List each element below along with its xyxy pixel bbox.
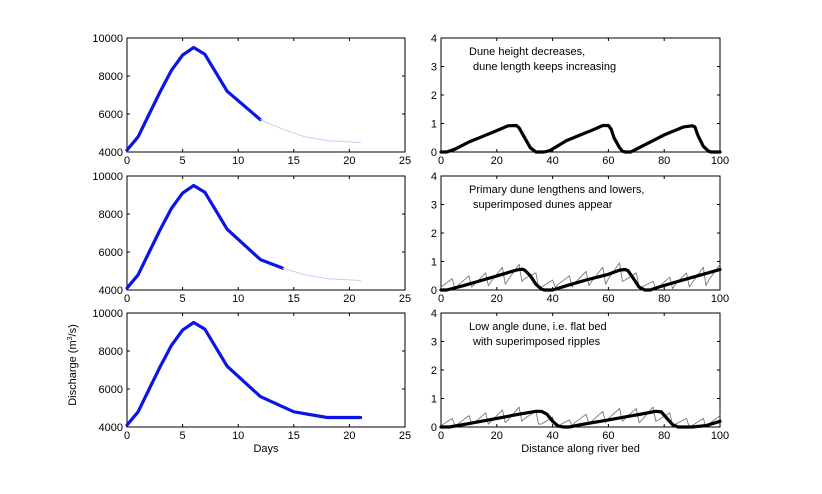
y-tick-label: 0: [431, 285, 437, 297]
x-axis-title: Distance along river bed: [521, 443, 640, 455]
series-line-bold: [125, 45, 262, 152]
y-tick-label: 3: [431, 200, 437, 212]
x-tick-label: 20: [491, 293, 503, 305]
x-tick-label: 100: [711, 155, 729, 167]
chart-right-top: 0 20 40 60 80 100 0 1 2 3 4 Dune height decreases, d…: [431, 33, 729, 167]
x-tick-label: 0: [438, 155, 444, 167]
chart-right-middle: 0 20 40 60 80 100 0 1 2 3 4 Primary dune lengthens …: [431, 171, 729, 305]
series-line-bold: [439, 267, 722, 292]
y-tick-label: 1: [431, 257, 437, 269]
y-tick-label: 6000: [99, 109, 123, 121]
x-tick-label: 25: [399, 293, 411, 305]
x-tick-label: 5: [180, 155, 186, 167]
y-tick-label: 6000: [99, 247, 123, 259]
x-tick-label: 15: [288, 155, 300, 167]
x-tick-label: 5: [180, 430, 186, 442]
x-tick-label: 10: [232, 293, 244, 305]
y-tick-label: 8000: [99, 346, 123, 358]
x-tick-label: 0: [124, 155, 130, 167]
series-line-faint: [259, 119, 361, 143]
annotation-line: Dune height decreases,: [469, 46, 585, 58]
series-line-faint: [282, 267, 361, 281]
x-tick-label: 0: [438, 430, 444, 442]
y-tick-label: 4000: [99, 422, 123, 434]
y-tick-label: 8000: [99, 71, 123, 83]
x-axis-title: Days: [253, 443, 279, 455]
left-y-axis-title: Discharge (m3/s): [67, 324, 79, 406]
y-tick-label: 10000: [92, 33, 123, 45]
annotation-line: superimposed dunes appear: [473, 199, 613, 211]
y-tick-label: 2: [431, 90, 437, 102]
y-tick-label: 6000: [99, 384, 123, 396]
y-tick-label: 0: [431, 147, 437, 159]
y-tick-label: 1: [431, 119, 437, 131]
series-line-bold: [439, 409, 722, 429]
x-tick-label: 0: [438, 293, 444, 305]
y-tick-label: 10000: [92, 308, 123, 320]
series-line-bold: [125, 183, 285, 290]
chart-left-top: 0 5 10 15 20 25 4000 6000 8000 10000: [92, 33, 411, 167]
x-tick-label: 80: [658, 430, 670, 442]
x-tick-label: 0: [124, 293, 130, 305]
annotation-line: Primary dune lengthens and lowers,: [469, 184, 644, 196]
x-tick-label: 20: [343, 430, 355, 442]
x-tick-label: 60: [602, 430, 614, 442]
chart-left-bottom: 0 5 10 15 20 25 4000 6000 8000 10000 Days: [92, 308, 411, 455]
y-tick-label: 4: [431, 33, 437, 45]
axes-box: [126, 37, 406, 153]
y-tick-label: 2: [431, 365, 437, 377]
x-tick-label: 60: [602, 155, 614, 167]
y-axis-title-superscript: 3: [67, 336, 74, 340]
x-tick-label: 0: [124, 430, 130, 442]
x-tick-label: 5: [180, 293, 186, 305]
x-tick-label: 25: [399, 155, 411, 167]
annotation-line: Low angle dune, i.e. flat bed: [469, 321, 607, 333]
y-tick-label: 4000: [99, 285, 123, 297]
x-tick-label: 25: [399, 430, 411, 442]
x-tick-label: 40: [546, 293, 558, 305]
y-tick-label: 4000: [99, 147, 123, 159]
series-line-thin: [440, 262, 721, 290]
series-line-bold: [439, 123, 722, 154]
chart-right-bottom: 0 20 40 60 80 100 0 1 2 3 4 Low angle dune, i.e. fl…: [431, 308, 729, 455]
x-tick-label: 15: [288, 430, 300, 442]
x-tick-label: 20: [343, 155, 355, 167]
x-tick-label: 40: [546, 155, 558, 167]
y-tick-label: 10000: [92, 171, 123, 183]
y-tick-label: 8000: [99, 209, 123, 221]
x-tick-label: 40: [546, 430, 558, 442]
x-tick-label: 60: [602, 293, 614, 305]
y-axis-title-main: Discharge (m: [67, 340, 79, 405]
axes-box: [126, 312, 406, 428]
x-tick-label: 20: [491, 155, 503, 167]
y-tick-label: 2: [431, 228, 437, 240]
y-tick-label: 3: [431, 337, 437, 349]
y-tick-label: 4: [431, 308, 437, 320]
annotation-line: with superimposed ripples: [472, 336, 601, 348]
x-tick-label: 20: [343, 293, 355, 305]
y-tick-label: 3: [431, 62, 437, 74]
x-tick-label: 10: [232, 430, 244, 442]
x-tick-label: 80: [658, 155, 670, 167]
x-tick-label: 20: [491, 430, 503, 442]
y-tick-label: 0: [431, 422, 437, 434]
annotation-line: dune length keeps increasing: [473, 61, 616, 73]
axes-box: [126, 175, 406, 291]
y-tick-label: 4: [431, 171, 437, 183]
x-tick-label: 100: [711, 293, 729, 305]
x-tick-label: 80: [658, 293, 670, 305]
y-axis-title-tail: /s): [67, 324, 79, 336]
y-tick-label: 1: [431, 394, 437, 406]
x-tick-label: 10: [232, 155, 244, 167]
series-line-bold: [125, 320, 363, 427]
chart-left-middle: 0 5 10 15 20 25 4000 6000 8000 10000: [92, 171, 411, 305]
x-tick-label: 15: [288, 293, 300, 305]
x-tick-label: 100: [711, 430, 729, 442]
